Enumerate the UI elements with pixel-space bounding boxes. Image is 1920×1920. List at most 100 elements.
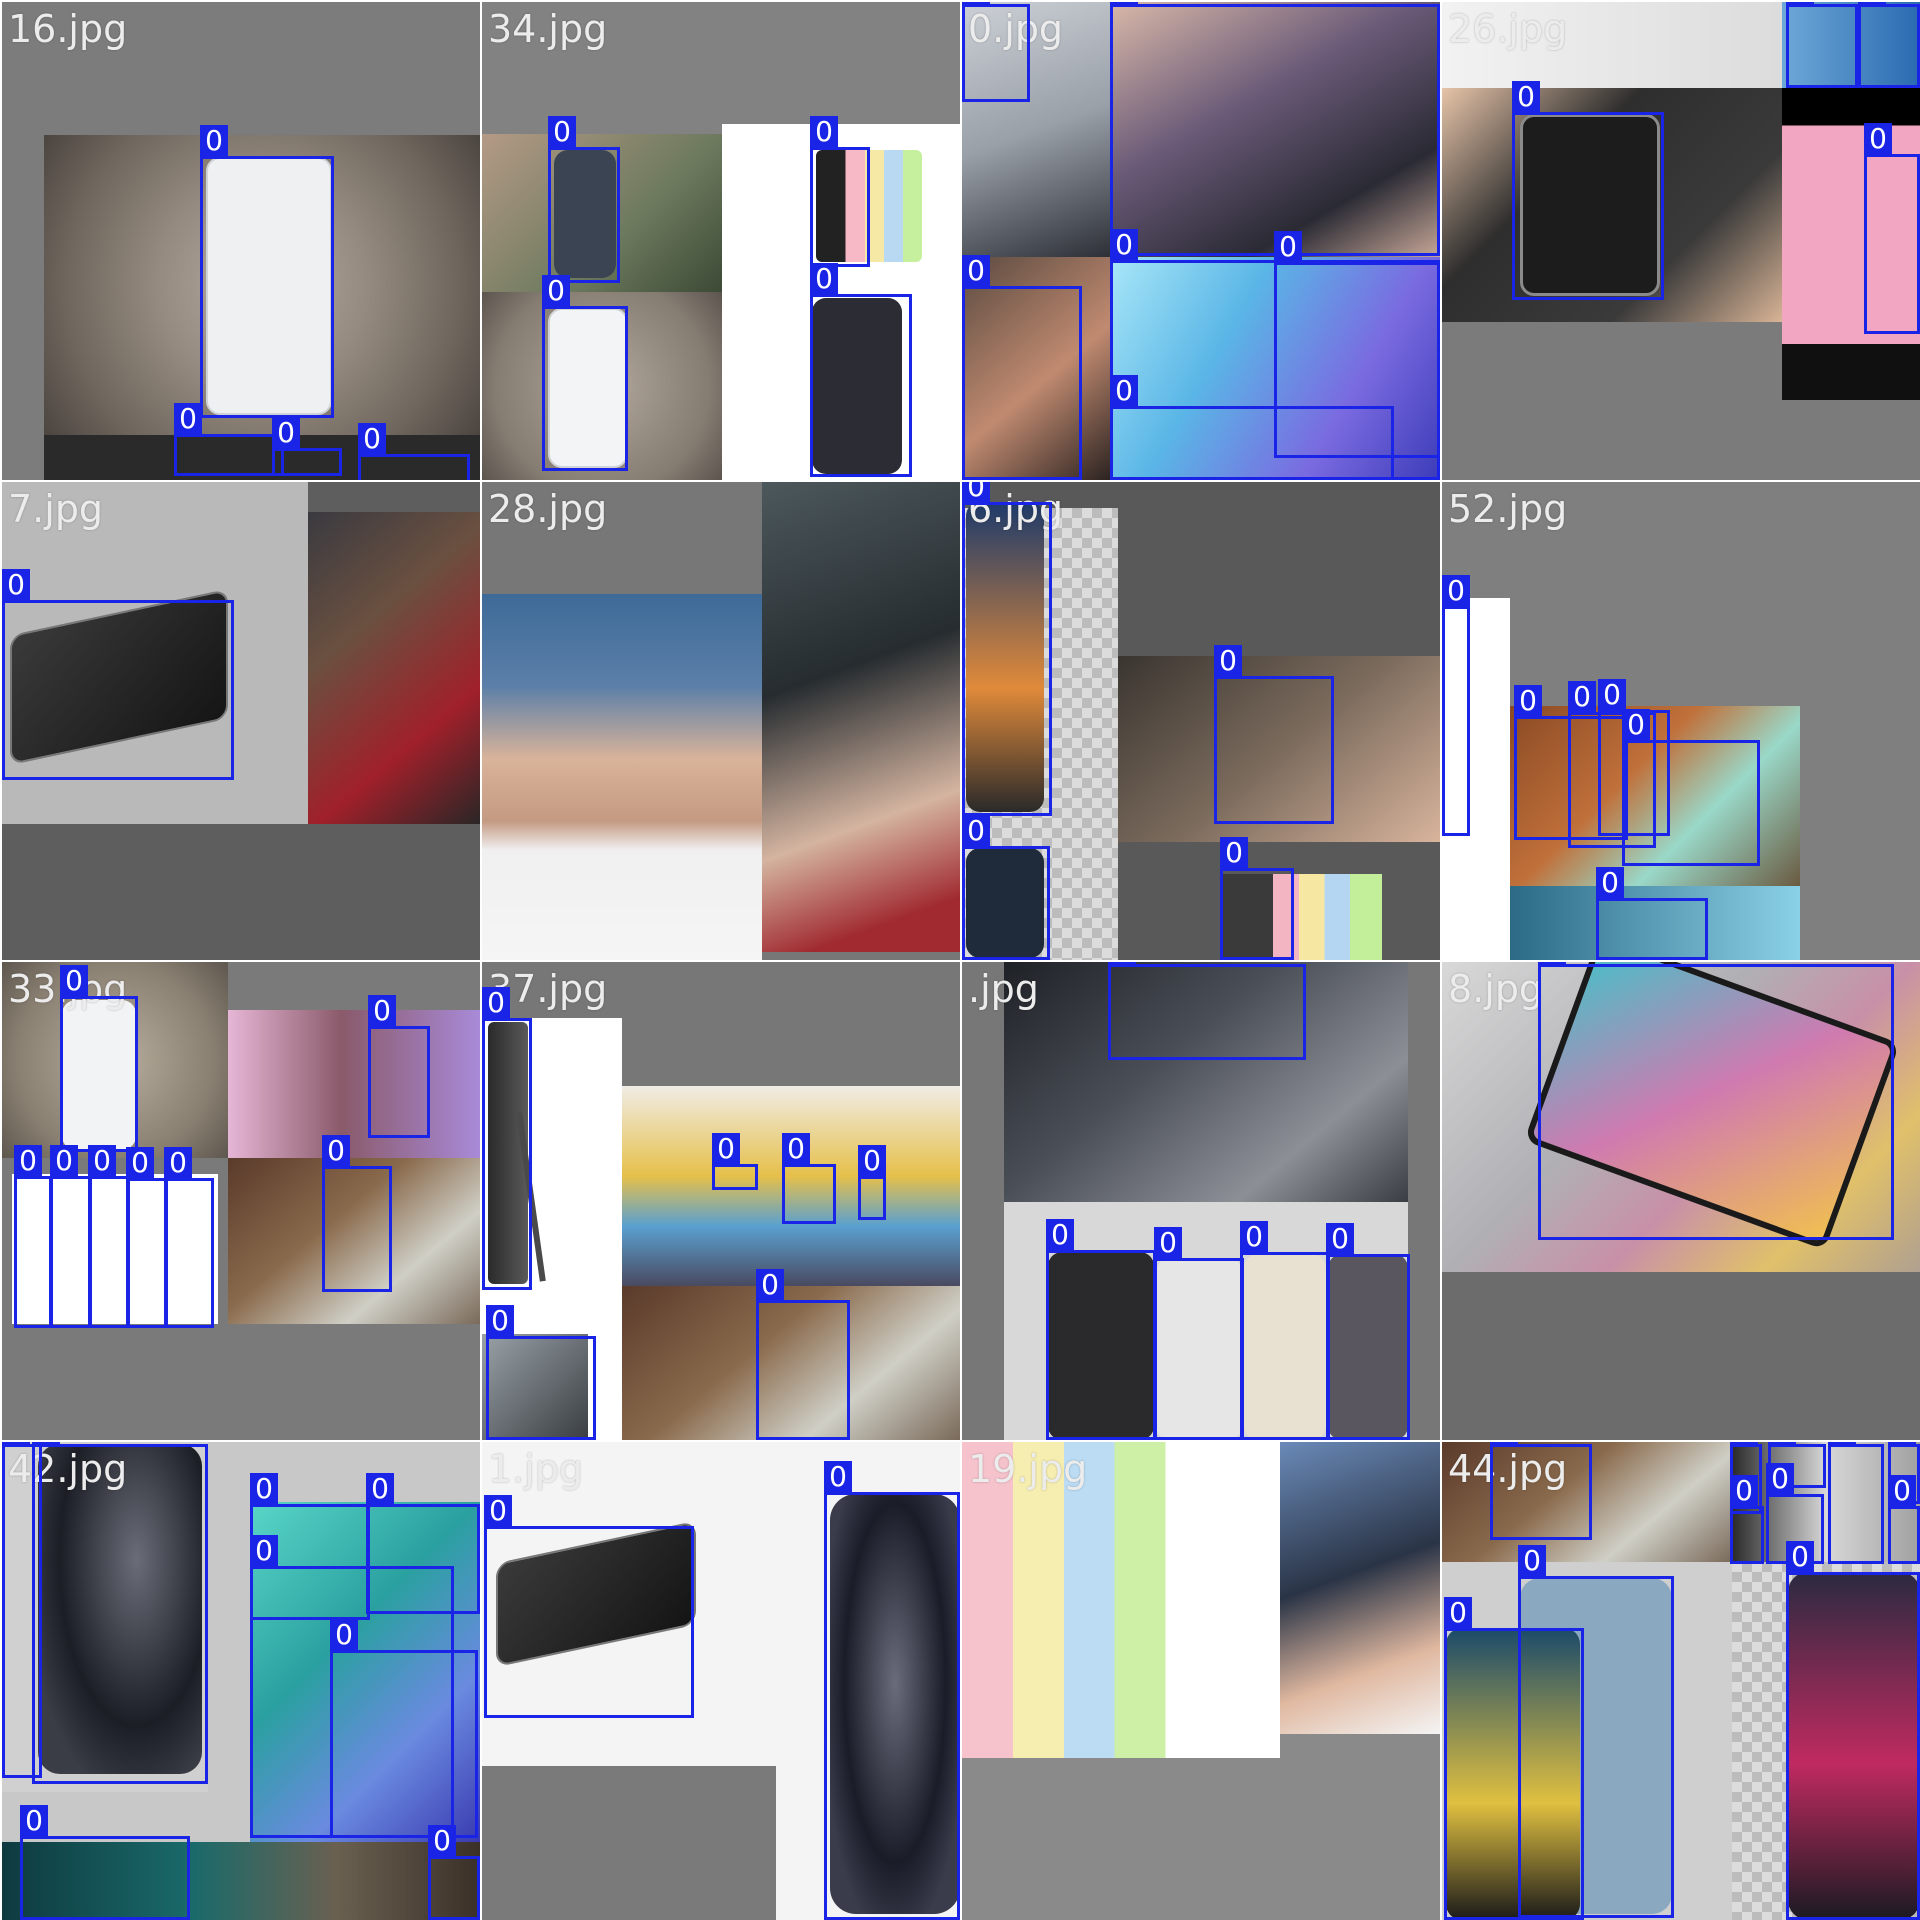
- mosaic-tile: 0 0 0 0 0 0 52.jpg: [1442, 482, 1920, 960]
- class-label: 0: [1214, 645, 1242, 677]
- colorful-phones-photo: [962, 1442, 1280, 1758]
- bounding-box: 0: [428, 1825, 480, 1920]
- class-label: 0: [1858, 2, 1886, 5]
- bounding-box: 0: [1786, 1541, 1920, 1920]
- class-label: 0: [1274, 231, 1302, 263]
- class-label: 0: [1154, 1227, 1182, 1259]
- class-label: 0: [200, 125, 228, 157]
- class-label: 0: [322, 1135, 350, 1167]
- bounding-box: 0: [20, 1805, 190, 1920]
- rope-gloves-photo: [228, 1158, 480, 1324]
- bounding-box: 0: [858, 1145, 886, 1220]
- class-label: 0: [164, 1147, 192, 1179]
- hand-photo: [962, 257, 1112, 480]
- bounding-box: 0: [2, 569, 234, 780]
- bounding-box: 0: [1274, 231, 1440, 458]
- class-label: 0: [542, 275, 570, 307]
- bounding-box: 0: [50, 1145, 92, 1328]
- class-label: 0: [1786, 1541, 1814, 1573]
- gray-panel: [482, 1766, 776, 1920]
- mosaic-tile: 0 0 0 0 0 0 0 0 42.jpg: [2, 1442, 480, 1920]
- person-photo: [228, 1010, 480, 1158]
- tile-filename: 1.jpg: [488, 1447, 584, 1491]
- class-label: 0: [1046, 1219, 1074, 1251]
- bounding-box: 0: [272, 417, 342, 476]
- mosaic-tile: 0 0 0 0 6.jpg: [962, 482, 1440, 960]
- class-label: 0: [1730, 1475, 1758, 1507]
- phone: [1048, 1252, 1154, 1440]
- bounding-box: 0: [322, 1135, 392, 1292]
- bounding-box: 0: [962, 255, 1082, 480]
- class-label: 0: [1444, 1597, 1472, 1629]
- mosaic-tile: 0 0 0 0 0 0 0 0 0 0 0 44.jpg: [1442, 1442, 1920, 1920]
- mosaic-tile: 0 0 0 0 0 .jpg: [962, 962, 1440, 1440]
- rope-photo: [308, 512, 480, 824]
- class-label: 0: [962, 482, 990, 503]
- class-label: 0: [1110, 375, 1138, 407]
- class-label: 0: [1326, 1223, 1354, 1255]
- bounding-box: 0: [1622, 709, 1760, 866]
- class-label: 0: [824, 1461, 852, 1493]
- dark-strip: [44, 435, 480, 480]
- bounding-box: 0: [1326, 1223, 1410, 1440]
- class-label: 0: [126, 1147, 154, 1179]
- class-label: 0: [782, 1133, 810, 1165]
- bounding-box: 0: [962, 2, 1030, 102]
- bounding-box: 0: [962, 815, 1050, 960]
- bounding-box: 0: [782, 1133, 836, 1224]
- camera-photo: [482, 1334, 588, 1440]
- class-label: 0: [810, 263, 838, 295]
- bounding-box: 0: [1568, 681, 1656, 848]
- bounding-box: 0: [1512, 81, 1664, 300]
- class-label: 0: [14, 1145, 42, 1177]
- bounding-box: 0: [358, 423, 470, 480]
- class-label: 0: [1110, 229, 1138, 261]
- top-photo: [1442, 2, 1782, 88]
- class-label: 0: [1518, 1545, 1546, 1577]
- mosaic-tile: 0 0 0 0 26.jpg: [1442, 2, 1920, 480]
- class-label: 0: [1888, 1475, 1916, 1507]
- bounding-box: 0: [1110, 375, 1394, 480]
- class-label: 0: [1596, 867, 1624, 899]
- mosaic-tile: 0 0 0 0 34.jpg: [482, 2, 960, 480]
- class-label: 0: [250, 1473, 278, 1505]
- class-label: 0: [2, 569, 30, 601]
- mosaic-tile: 0 7.jpg: [2, 482, 480, 960]
- class-label: 0: [482, 987, 510, 1019]
- phone: [554, 150, 616, 278]
- bounding-box: 0: [2, 1442, 42, 1778]
- dark-panel: [2, 1842, 480, 1920]
- bounding-box: 0: [60, 965, 138, 1152]
- bounding-box: 0: [1214, 645, 1334, 824]
- class-label: 0: [962, 815, 990, 847]
- bounding-box: 0: [486, 1305, 596, 1440]
- hands-phone-photo: [1118, 656, 1440, 842]
- bounding-box: 0: [962, 482, 1052, 816]
- class-label: 0: [962, 255, 990, 287]
- bounding-box: 0: [1786, 2, 1858, 88]
- class-label: 0: [1786, 2, 1814, 5]
- bounding-box: 0: [88, 1145, 130, 1328]
- class-label: 0: [1622, 709, 1650, 741]
- bounding-box: 0: [1730, 1475, 1764, 1564]
- bounding-box: 0: [1490, 1442, 1592, 1540]
- class-label: 0: [962, 2, 990, 5]
- tile-filename: 16.jpg: [8, 7, 128, 51]
- dark-phone: [830, 1494, 960, 1914]
- class-label: 0: [1730, 1442, 1758, 1445]
- class-label: 0: [250, 1535, 278, 1567]
- dark-phone: [812, 298, 902, 474]
- bounding-box: 0: [366, 1473, 480, 1614]
- class-label: 0: [712, 1133, 740, 1165]
- mosaic-tile: 0 0 1.jpg: [482, 1442, 960, 1920]
- bounding-box: 0: [1858, 2, 1920, 88]
- mosaic-tile: 0 0 0 0 0 0 0.jpg: [962, 2, 1440, 480]
- phone: [1244, 1254, 1326, 1440]
- bounding-box: 0: [1110, 2, 1440, 256]
- class-label: 0: [1240, 1221, 1268, 1253]
- class-label: 0: [272, 417, 300, 449]
- tile-filename: 52.jpg: [1448, 487, 1568, 531]
- bounding-box: 0: [330, 1619, 478, 1838]
- white-phone: [206, 157, 332, 415]
